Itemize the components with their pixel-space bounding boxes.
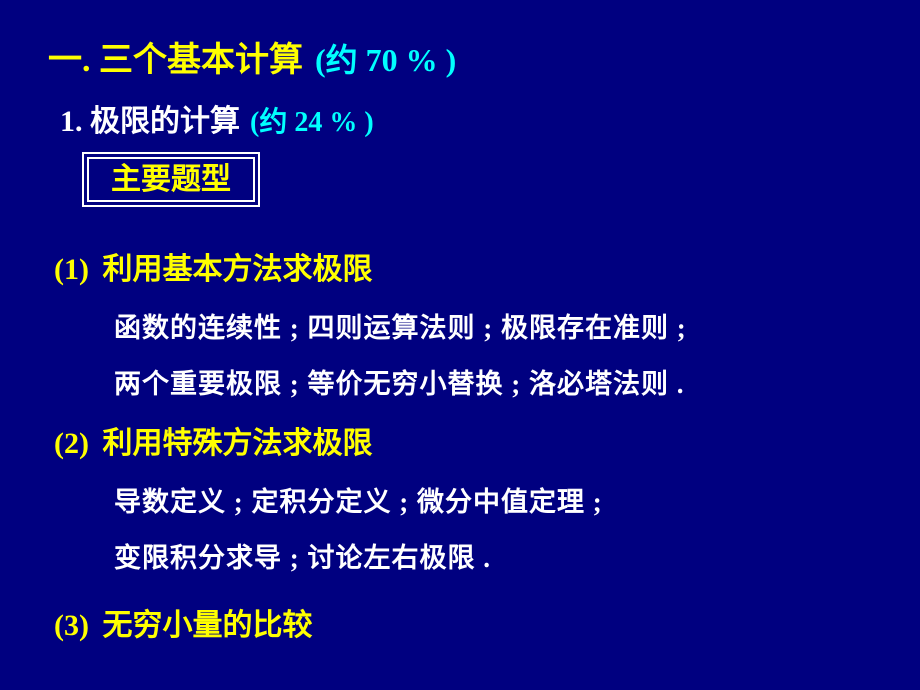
subsection-title: 1. 极限的计算 — [60, 105, 240, 138]
subsection-title-percent: (约 24 % ) — [250, 107, 374, 138]
topic-box: 主要题型 — [82, 152, 260, 207]
item-3-title: 无穷小量的比较 — [102, 609, 312, 642]
item-3-number: (3) — [54, 609, 89, 642]
item-3-header: (3) 无穷小量的比较 — [54, 600, 312, 644]
item-1-line-2: 两个重要极限 ; 等价无穷小替换 ; 洛必塔法则 . — [114, 362, 684, 401]
topic-box-label: 主要题型 — [87, 157, 255, 202]
item-1-title: 利用基本方法求极限 — [102, 253, 372, 286]
item-2-line-1: 导数定义 ; 定积分定义 ; 微分中值定理 ; — [114, 480, 603, 519]
item-2-title: 利用特殊方法求极限 — [102, 427, 372, 460]
item-2-line-2: 变限积分求导 ; 讨论左右极限 . — [114, 536, 491, 575]
item-1-line-1: 函数的连续性 ; 四则运算法则 ; 极限存在准则 ; — [114, 306, 687, 345]
item-2-header: (2) 利用特殊方法求极限 — [54, 418, 372, 462]
section-title: 一. 三个基本计算 — [48, 42, 303, 79]
item-1-number: (1) — [54, 253, 89, 286]
item-2-number: (2) — [54, 427, 89, 460]
item-1-header: (1) 利用基本方法求极限 — [54, 244, 372, 288]
section-title-percent: (约 70 % ) — [315, 42, 456, 78]
